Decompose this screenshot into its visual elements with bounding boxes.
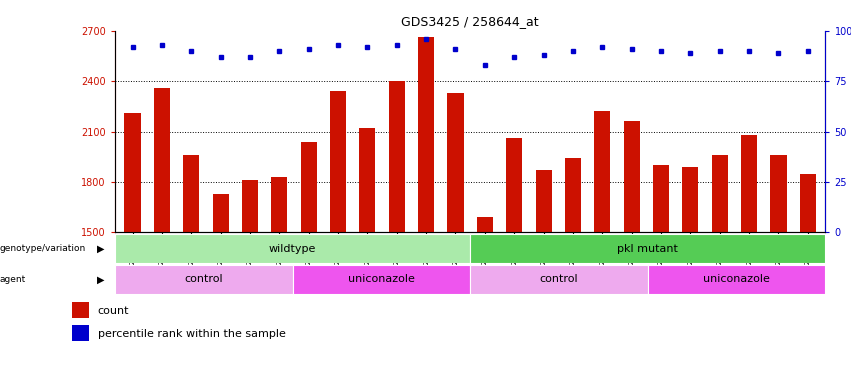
- Bar: [653, 165, 669, 384]
- Title: GDS3425 / 258644_at: GDS3425 / 258644_at: [402, 15, 539, 28]
- Bar: [594, 111, 610, 384]
- Bar: [115, 234, 470, 263]
- Bar: [565, 158, 581, 384]
- Bar: [293, 265, 470, 294]
- Text: uniconazole: uniconazole: [348, 274, 414, 285]
- Bar: [683, 167, 699, 384]
- Bar: [624, 121, 640, 384]
- Bar: [72, 325, 89, 341]
- Bar: [183, 155, 199, 384]
- Bar: [213, 194, 229, 384]
- Bar: [506, 138, 523, 384]
- Bar: [741, 135, 757, 384]
- Text: wildtype: wildtype: [269, 243, 317, 254]
- Bar: [477, 217, 493, 384]
- Bar: [800, 174, 816, 384]
- Bar: [124, 113, 140, 384]
- Bar: [242, 180, 258, 384]
- Bar: [389, 81, 405, 384]
- Text: uniconazole: uniconazole: [703, 274, 770, 285]
- Bar: [711, 155, 728, 384]
- Bar: [72, 302, 89, 318]
- Bar: [770, 155, 786, 384]
- Text: pkl mutant: pkl mutant: [617, 243, 678, 254]
- Text: count: count: [98, 306, 129, 316]
- Bar: [330, 91, 346, 384]
- Bar: [300, 142, 317, 384]
- Bar: [359, 128, 375, 384]
- Bar: [418, 37, 434, 384]
- Bar: [271, 177, 288, 384]
- Bar: [535, 170, 551, 384]
- Text: control: control: [540, 274, 579, 285]
- Text: genotype/variation: genotype/variation: [0, 244, 86, 253]
- Text: control: control: [185, 274, 223, 285]
- Text: agent: agent: [0, 275, 26, 284]
- Bar: [648, 265, 825, 294]
- Bar: [115, 265, 293, 294]
- Bar: [154, 88, 170, 384]
- Bar: [470, 265, 648, 294]
- Text: ▶: ▶: [97, 243, 105, 254]
- Bar: [448, 93, 464, 384]
- Text: percentile rank within the sample: percentile rank within the sample: [98, 329, 286, 339]
- Text: ▶: ▶: [97, 274, 105, 285]
- Bar: [470, 234, 825, 263]
